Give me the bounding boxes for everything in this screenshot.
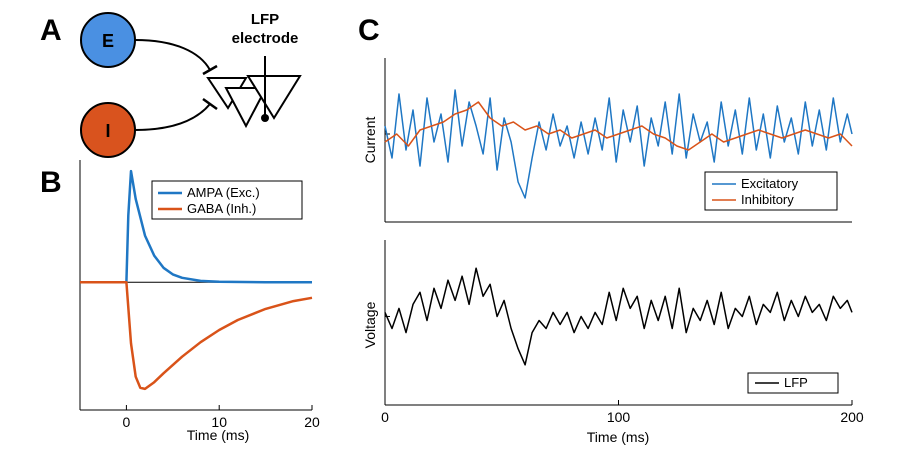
- electrode-label-line1: LFP: [251, 11, 279, 28]
- electrode-label-line2: electrode: [232, 30, 299, 47]
- series-line-gaba-inh: [80, 280, 313, 391]
- panel-b-letter: B: [40, 166, 62, 199]
- pyramidal-neuron-2: [224, 87, 268, 129]
- panel-b-legend-box: [151, 180, 303, 220]
- panel-c-bottom-ylabel: Voltage: [362, 301, 378, 348]
- x-tick-label: 0: [381, 409, 389, 425]
- panel-c-xlabel: Time (ms): [587, 429, 649, 445]
- electrode-tip: [261, 114, 269, 122]
- excitatory-node-label: E: [102, 31, 114, 51]
- series-line-excitatory: [384, 89, 853, 199]
- panel-c-bottom-chart: 0 100 200: [381, 240, 864, 425]
- x-tick-label: 20: [304, 414, 320, 430]
- panel-c-top-ylabel: Current: [362, 117, 378, 164]
- legend-excitatory: Excitatory: [741, 176, 799, 191]
- excitatory-projection: [134, 39, 211, 71]
- panel-c-bottom-legend-box: [747, 372, 839, 394]
- panel-c-letter: C: [358, 14, 380, 47]
- panel-c-top-chart: [384, 58, 853, 223]
- legend-gaba: GABA (Inh.): [187, 201, 256, 216]
- x-tick-label: 100: [607, 409, 631, 425]
- legend-ampa: AMPA (Exc.): [187, 185, 260, 200]
- inhibitory-node-label: I: [105, 121, 110, 141]
- inhibitory-projection: [134, 103, 211, 131]
- series-line-ampa-exc: [80, 169, 312, 284]
- inhibitory-synapse-bar: [202, 97, 218, 111]
- legend-lfp: LFP: [784, 375, 808, 390]
- pyramidal-neuron-3: [246, 75, 302, 120]
- series-line-lfp: [384, 267, 853, 366]
- panel-b-xlabel: Time (ms): [187, 427, 249, 443]
- x-tick-label: 200: [840, 409, 864, 425]
- series-line-inhibitory: [384, 101, 853, 151]
- panel-c-top-legend-box: [704, 171, 838, 211]
- panel-b-chart: 0 10 20: [79, 160, 320, 430]
- x-tick-label: 10: [211, 414, 227, 430]
- excitatory-synapse-bar: [202, 64, 218, 76]
- panel-a-letter: A: [40, 14, 62, 47]
- legend-inhibitory: Inhibitory: [741, 192, 794, 207]
- x-tick-label: 0: [123, 414, 131, 430]
